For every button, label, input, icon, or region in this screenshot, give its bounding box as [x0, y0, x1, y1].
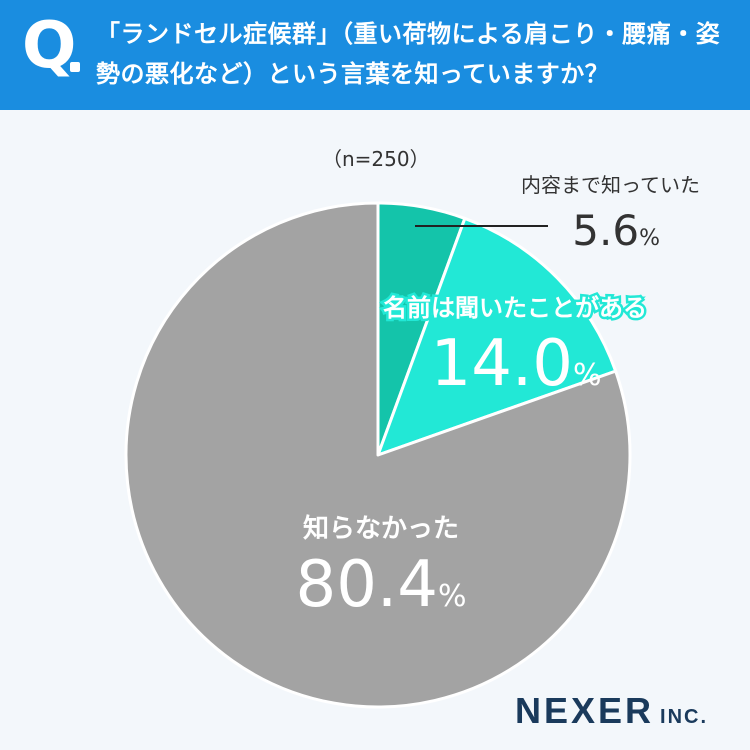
value-known-number: 5.6	[572, 206, 639, 255]
label-known-text: 内容まで知っていた	[521, 173, 700, 197]
slice-unknown	[124, 201, 632, 709]
label-unknown: 知らなかった	[303, 514, 459, 544]
value-heard-number: 14.0	[430, 327, 573, 401]
label-unknown-text: 知らなかった	[303, 514, 459, 544]
question-header: Q 「ランドセル症候群」（重い荷物による肩こり・腰痛・姿勢の悪化など）という言葉…	[0, 0, 750, 110]
value-heard: 14.0%	[430, 327, 601, 401]
sample-size-label: （n=250）	[322, 147, 430, 171]
question-text: 「ランドセル症候群」（重い荷物による肩こり・腰痛・姿勢の悪化など）という言葉を知…	[96, 20, 721, 88]
value-unknown: 80.4%	[295, 548, 466, 622]
logo-main-text: NEXER	[515, 690, 655, 731]
value-unknown-number: 80.4	[295, 548, 438, 622]
question-mark-q: Q	[22, 9, 77, 83]
question-mark-dot	[70, 62, 80, 72]
value-heard-unit: %	[573, 358, 602, 393]
label-heard-text: 名前は聞いたことがある	[383, 294, 647, 322]
label-known: 内容まで知っていた	[521, 173, 700, 197]
pie-slices	[124, 201, 632, 709]
label-heard: 名前は聞いたことがある	[383, 294, 647, 322]
nexer-logo: NEXER INC.	[515, 690, 708, 732]
value-unknown-unit: %	[438, 579, 467, 614]
value-known-unit: %	[639, 226, 660, 251]
logo-sub-text: INC.	[660, 706, 709, 728]
value-known: 5.6%	[572, 206, 660, 255]
